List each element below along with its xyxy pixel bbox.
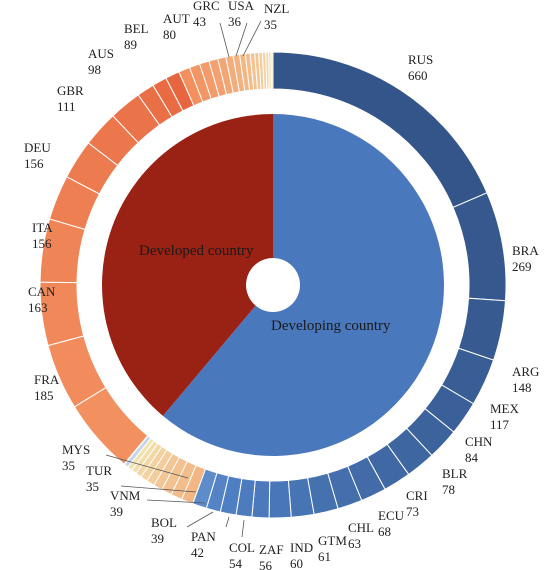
inner-label-developing: Developing country [271,318,391,334]
value-label-mys: 35 [62,458,75,473]
leader-line-mys [105,454,189,479]
country-label-mex: MEX [490,401,520,416]
country-label-rus: RUS [408,52,433,67]
country-label-arg: ARG [512,364,539,379]
outer-slice-gbr [48,176,101,231]
outer-slice-minor-13 [198,60,220,100]
country-label-deu: DEU [24,140,51,155]
country-label-nzl: NZL [264,1,289,16]
country-label-ita: ITA [32,220,53,235]
leader-line-vnm [146,499,206,504]
country-label-bol: BOL [151,515,177,530]
inner-slice-developing [162,114,445,456]
country-label-gbr: GBR [57,83,84,98]
outer-slice-deu [39,218,86,284]
leader-line-usa [235,22,248,57]
value-label-gbr: 111 [57,99,76,114]
outer-slice-col [268,479,292,519]
country-label-ind: IND [290,540,313,555]
country-label-bel: BEL [124,21,149,36]
value-label-pan: 42 [191,545,204,560]
country-label-ecu: ECU [378,508,405,523]
country-label-cri: CRI [406,488,428,503]
country-label-aut: AUT [163,11,190,26]
country-label-blr: BLR [442,466,468,481]
outer-slice-aut [112,94,161,144]
value-label-aus: 98 [88,62,101,77]
value-label-bol: 39 [151,531,164,546]
value-label-rus: 660 [408,68,428,83]
leader-line-bol [186,511,214,528]
outer-slice-bra [452,192,507,302]
leader-line-grc [219,22,230,58]
country-label-zaf: ZAF [259,542,284,557]
value-label-chl: 63 [348,536,361,551]
outer-slice-nzl [165,71,195,112]
value-label-arg: 148 [512,380,532,395]
value-label-chn: 84 [465,450,479,465]
value-label-aut: 80 [163,27,176,42]
outer-slice-minor-12 [188,63,212,103]
value-label-bra: 269 [512,259,532,274]
leader-line-nzl [242,20,262,57]
country-label-bra: BRA [512,243,539,258]
country-label-aus: AUS [88,46,114,61]
value-label-vnm: 39 [110,504,123,519]
value-label-bel: 89 [124,37,137,52]
leader-lines [105,20,262,538]
outer-slice-ita [39,281,85,347]
country-label-gtm: GTM [318,533,347,548]
country-label-tur: TUR [86,463,112,478]
value-label-blr: 78 [442,482,455,497]
country-label-usa: USA [228,0,255,13]
leader-line-tur [120,485,197,493]
value-label-tur: 35 [86,479,99,494]
outer-slice-minor-15 [217,56,234,96]
country-label-col: COL [229,540,255,555]
outer-slice-can [47,335,107,408]
value-label-cri: 73 [406,504,419,519]
value-label-can: 163 [28,300,48,315]
outer-ring [39,51,507,519]
value-label-col: 54 [229,556,243,570]
value-label-usa: 36 [228,14,242,29]
value-label-deu: 156 [24,156,44,171]
value-label-ita: 156 [32,236,52,251]
value-label-ecu: 68 [378,524,391,539]
outer-slice-minor-11 [178,66,204,107]
country-label-can: CAN [28,284,56,299]
country-label-mys: MYS [62,442,90,457]
value-label-mex: 117 [490,417,510,432]
value-label-ind: 60 [290,556,303,570]
inner-label-developed: Developed country [139,243,254,259]
leader-line-col [241,519,245,538]
value-label-grc: 43 [193,14,206,29]
value-label-zaf: 56 [259,558,273,570]
leader-line-pan [225,516,230,528]
outer-slice-minor-14 [208,58,228,98]
outer-slice-aus [65,142,119,195]
inner-slice-developed [102,114,274,416]
outer-slice-minor-16 [225,54,240,94]
outer-slice-grc [137,84,173,126]
country-label-pan: PAN [191,529,216,544]
country-label-vnm: VNM [110,488,141,503]
inner-ring [102,114,445,456]
value-label-fra: 185 [34,388,54,403]
country-label-chn: CHN [465,434,493,449]
outer-slice-bel [87,115,139,167]
outer-slice-usa [152,77,184,118]
country-label-grc: GRC [193,0,220,13]
value-label-nzl: 35 [264,17,277,32]
country-label-chl: CHL [348,520,374,535]
outer-slice-fra [73,386,149,465]
country-label-fra: FRA [34,372,60,387]
value-label-gtm: 61 [318,549,331,564]
